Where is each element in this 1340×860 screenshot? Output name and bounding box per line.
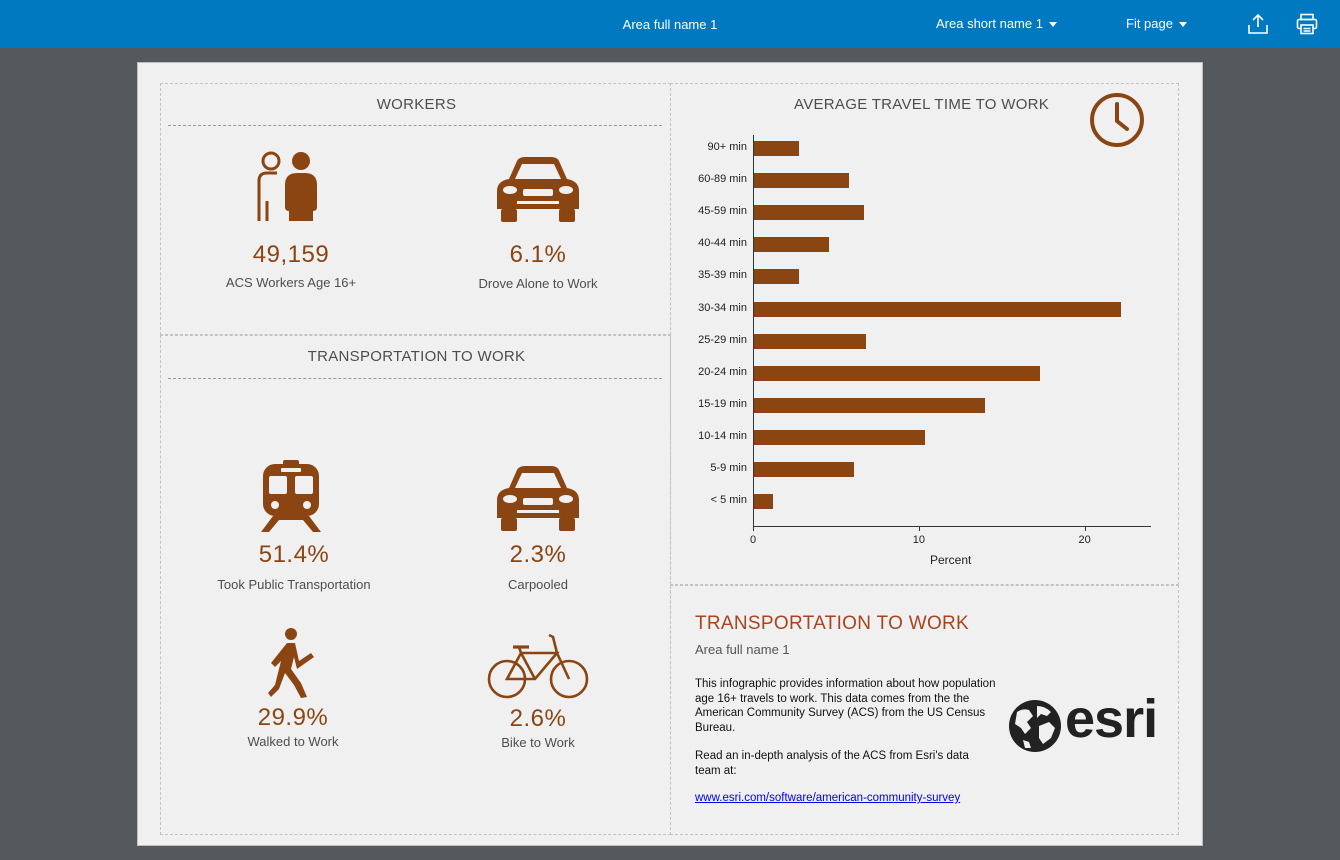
stat-value: 2.3% [509, 541, 567, 568]
transportation-panel: TRANSPORTATION TO WORK 51.4% Took Public… [160, 335, 671, 835]
globe-icon [1009, 700, 1061, 752]
stat-label: Carpooled [508, 577, 568, 592]
stat-value: 29.9% [257, 704, 329, 731]
x-tick [918, 526, 920, 532]
printer-icon [1296, 13, 1318, 35]
chart-title: AVERAGE TRAVEL TIME TO WORK [794, 96, 1050, 113]
x-tick [1084, 526, 1086, 532]
divider [168, 378, 662, 379]
chevron-down-icon [1048, 21, 1057, 27]
info-title: TRANSPORTATION TO WORK [695, 613, 970, 634]
workers-panel: WORKERS 49,159 ACS Workers Age 16+ 6.1% [160, 83, 671, 335]
bar [753, 205, 865, 221]
category-label: 30-34 min [698, 301, 747, 314]
logo-wordmark: esri [1065, 689, 1158, 749]
category-label: 60-89 min [698, 173, 747, 186]
export-button[interactable] [1246, 12, 1270, 36]
area-selector-dropdown[interactable]: Area short name 1 [936, 16, 1057, 31]
bar [753, 365, 1040, 381]
stat-label: ACS Workers Age 16+ [225, 275, 357, 290]
top-bar: Area full name 1 Area short name 1 Fit p… [0, 0, 1340, 48]
category-label: 25-29 min [698, 333, 747, 346]
stat-value: 49,159 [252, 241, 330, 268]
category-label: 40-44 min [698, 237, 747, 250]
category-label: 35-39 min [698, 269, 747, 282]
x-axis-title: Percent [930, 553, 972, 567]
x-tick-label: 10 [912, 534, 925, 547]
zoom-dropdown[interactable]: Fit page [1126, 16, 1187, 31]
print-button[interactable] [1295, 12, 1319, 36]
x-tick [753, 526, 754, 532]
x-axis-line [753, 526, 1151, 528]
stat-label: Took Public Transportation [217, 577, 371, 592]
walker-icon [268, 628, 314, 698]
bar [753, 301, 1122, 317]
bar [753, 173, 850, 189]
category-label: 90+ min [707, 141, 747, 153]
category-label: 20-24 min [698, 365, 747, 378]
stat-value: 51.4% [258, 541, 330, 568]
category-label: < 5 min [710, 494, 747, 507]
category-label: 5-9 min [710, 462, 747, 474]
divider [168, 125, 662, 126]
bar [753, 333, 866, 349]
stat-workers: 49,159 ACS Workers Age 16+ [191, 241, 391, 290]
chevron-down-icon [1178, 21, 1187, 27]
x-tick-label: 0 [749, 534, 757, 547]
category-label: 15-19 min [698, 397, 747, 410]
stat-label: Walked to Work [247, 734, 339, 749]
area-selector-label: Area short name 1 [936, 16, 1043, 31]
travel-time-chart-panel: AVERAGE TRAVEL TIME TO WORK 90+ min 60-89… [670, 83, 1179, 585]
zoom-label: Fit page [1126, 16, 1173, 31]
bar [753, 494, 773, 510]
x-tick-label: 20 [1078, 534, 1091, 547]
bar [753, 237, 830, 253]
workers-title: WORKERS [376, 96, 457, 113]
bar [753, 429, 926, 445]
upload-icon [1248, 13, 1268, 34]
bar [753, 462, 855, 477]
stat-walked: 29.9% Walked to Work [193, 704, 393, 749]
stat-value: 6.1% [509, 241, 567, 268]
category-label: 10-14 min [698, 429, 747, 442]
stat-label: Drove Alone to Work [478, 276, 598, 291]
info-panel: TRANSPORTATION TO WORK Area full name 1 … [670, 585, 1179, 835]
category-label: 45-59 min [698, 205, 747, 218]
car-icon [497, 157, 579, 222]
transportation-title: TRANSPORTATION TO WORK [307, 348, 526, 365]
info-subtitle: Area full name 1 [695, 642, 790, 657]
car-icon [497, 466, 579, 531]
train-icon [261, 460, 321, 532]
clock-icon [1090, 93, 1144, 147]
stat-public-transport: 51.4% Took Public Transportation [191, 541, 397, 592]
bicycle-icon [487, 633, 589, 699]
bar [753, 141, 800, 156]
info-read-more: Read an in-depth analysis of the ACS fro… [695, 750, 969, 777]
bar [753, 269, 800, 285]
infographic-page: WORKERS 49,159 ACS Workers Age 16+ 6.1% [137, 62, 1203, 846]
stat-value: 2.6% [509, 705, 567, 732]
stat-carpooled: 2.3% Carpooled [438, 541, 638, 592]
y-axis-line [753, 135, 754, 527]
acs-link[interactable]: www.esri.com/software/american-community… [695, 792, 961, 804]
bar [753, 397, 986, 413]
stat-drove-alone: 6.1% Drove Alone to Work [438, 241, 638, 291]
people-icon [257, 151, 317, 221]
esri-logo: esri [1007, 689, 1173, 758]
stat-label: Bike to Work [501, 735, 575, 750]
stat-bike: 2.6% Bike to Work [438, 705, 638, 750]
info-description: This infographic provides information ab… [695, 678, 996, 734]
